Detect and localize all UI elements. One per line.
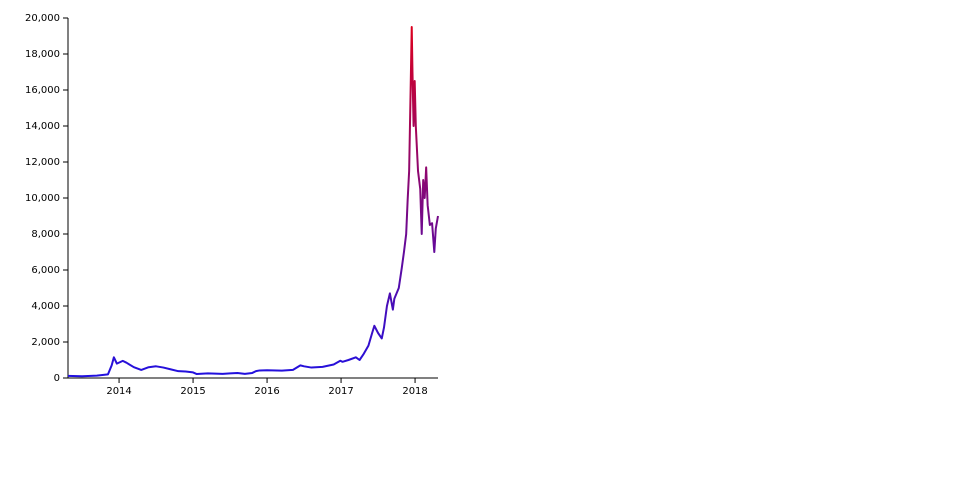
y-tick-label: 2,000 bbox=[31, 337, 60, 348]
price-line bbox=[67, 26, 439, 378]
y-tick-label: 16,000 bbox=[25, 85, 60, 96]
y-tick-label: 18,000 bbox=[25, 49, 60, 60]
y-tick-label: 8,000 bbox=[31, 229, 60, 240]
y-tick-label: 20,000 bbox=[25, 13, 60, 24]
x-tick-label: 2015 bbox=[180, 386, 205, 397]
x-tick-label: 2018 bbox=[402, 386, 427, 397]
x-tick-label: 2017 bbox=[328, 386, 353, 397]
y-tick-label: 12,000 bbox=[25, 157, 60, 168]
y-tick-label: 6,000 bbox=[31, 265, 60, 276]
y-tick-label: 14,000 bbox=[25, 121, 60, 132]
y-tick-label: 0 bbox=[54, 373, 60, 384]
y-tick-label: 10,000 bbox=[25, 193, 60, 204]
y-tick-label: 4,000 bbox=[31, 301, 60, 312]
x-tick-label: 2014 bbox=[106, 386, 131, 397]
x-tick-label: 2016 bbox=[254, 386, 279, 397]
